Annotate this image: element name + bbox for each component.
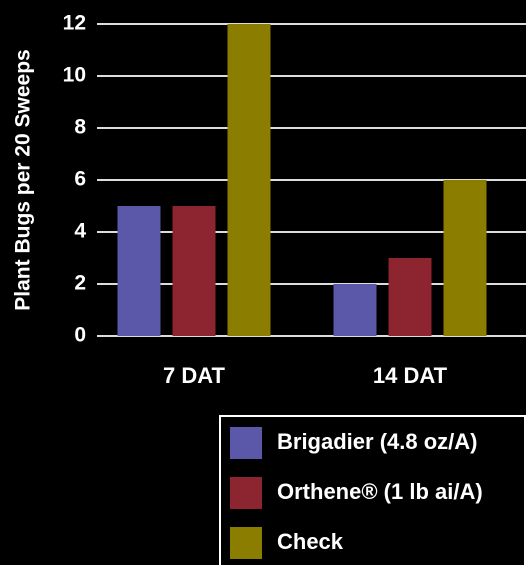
- legend-label: Check: [277, 529, 344, 554]
- bar: [333, 284, 377, 336]
- y-tick-label: 8: [74, 116, 86, 139]
- bar: [172, 206, 216, 336]
- bar: [443, 180, 487, 336]
- y-tick-label: 12: [63, 12, 86, 35]
- x-tick-label: 7 DAT: [163, 363, 225, 388]
- bar: [227, 24, 271, 336]
- y-tick-label: 2: [74, 272, 86, 295]
- bar: [388, 258, 432, 336]
- legend-swatch: [230, 427, 262, 459]
- legend-label: Orthene® (1 lb ai/A): [277, 479, 483, 504]
- y-tick-label: 6: [74, 168, 86, 191]
- y-tick-label: 0: [74, 324, 86, 347]
- bar: [117, 206, 161, 336]
- legend-swatch: [230, 527, 262, 559]
- y-tick-label: 4: [74, 220, 86, 243]
- x-tick-label: 14 DAT: [373, 363, 448, 388]
- legend-box: [219, 415, 526, 565]
- legend-label: Brigadier (4.8 oz/A): [277, 429, 477, 454]
- legend-swatch: [230, 477, 262, 509]
- y-axis-label: Plant Bugs per 20 Sweeps: [12, 49, 35, 310]
- y-tick-label: 10: [63, 64, 86, 87]
